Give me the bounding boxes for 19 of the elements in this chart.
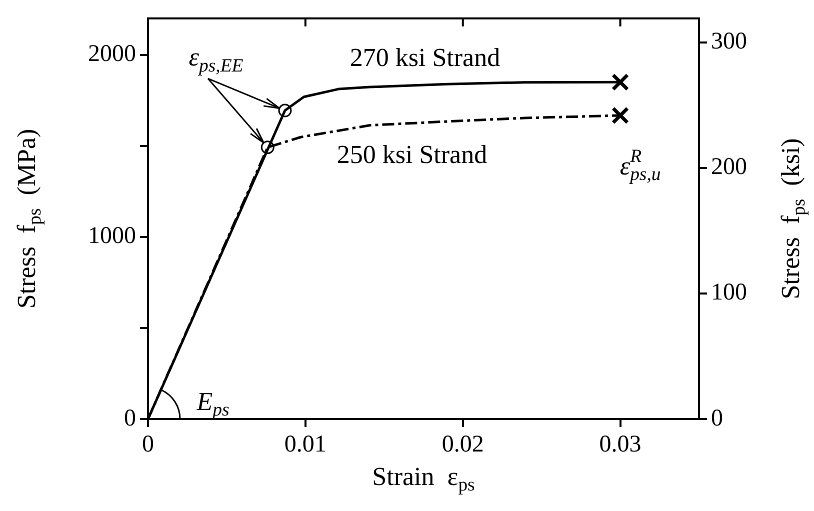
point (611, 106, 630, 124)
y-tick-label: 0 (124, 405, 136, 432)
y2-tick-label: 100 (711, 280, 747, 306)
y2-axis-title: Stress fps (ksi) (776, 138, 810, 300)
x-tick-label: 0.01 (284, 432, 326, 458)
x-tick-label: 0 (142, 432, 154, 458)
point (278, 104, 292, 118)
annotation: 250 ksi Strand (336, 140, 488, 170)
y2-tick-label: 300 (711, 28, 747, 55)
y-tick-label: 2000 (88, 41, 136, 68)
annotation: 270 ksi Strand (350, 42, 500, 72)
y-axis-title: Stress fps (MPa) (12, 128, 46, 309)
x-tick-label: 0.02 (442, 432, 484, 458)
point (260, 140, 274, 154)
y2-tick-label: 0 (711, 405, 723, 432)
x-tick-label: 0.03 (599, 432, 642, 458)
y-tick-label: 1000 (88, 223, 136, 250)
point (611, 73, 630, 91)
y2-tick-label: 200 (711, 154, 747, 180)
